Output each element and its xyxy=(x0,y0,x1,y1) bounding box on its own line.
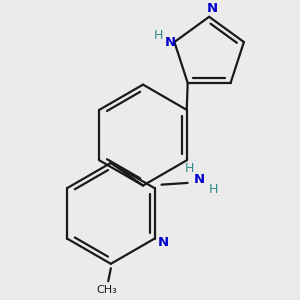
Text: N: N xyxy=(194,173,205,186)
Text: H: H xyxy=(185,162,194,175)
Text: H: H xyxy=(154,28,164,42)
Text: CH₃: CH₃ xyxy=(96,285,117,295)
Text: H: H xyxy=(209,182,218,196)
Text: N: N xyxy=(158,236,169,249)
Text: N: N xyxy=(164,35,175,49)
Text: N: N xyxy=(207,2,218,15)
